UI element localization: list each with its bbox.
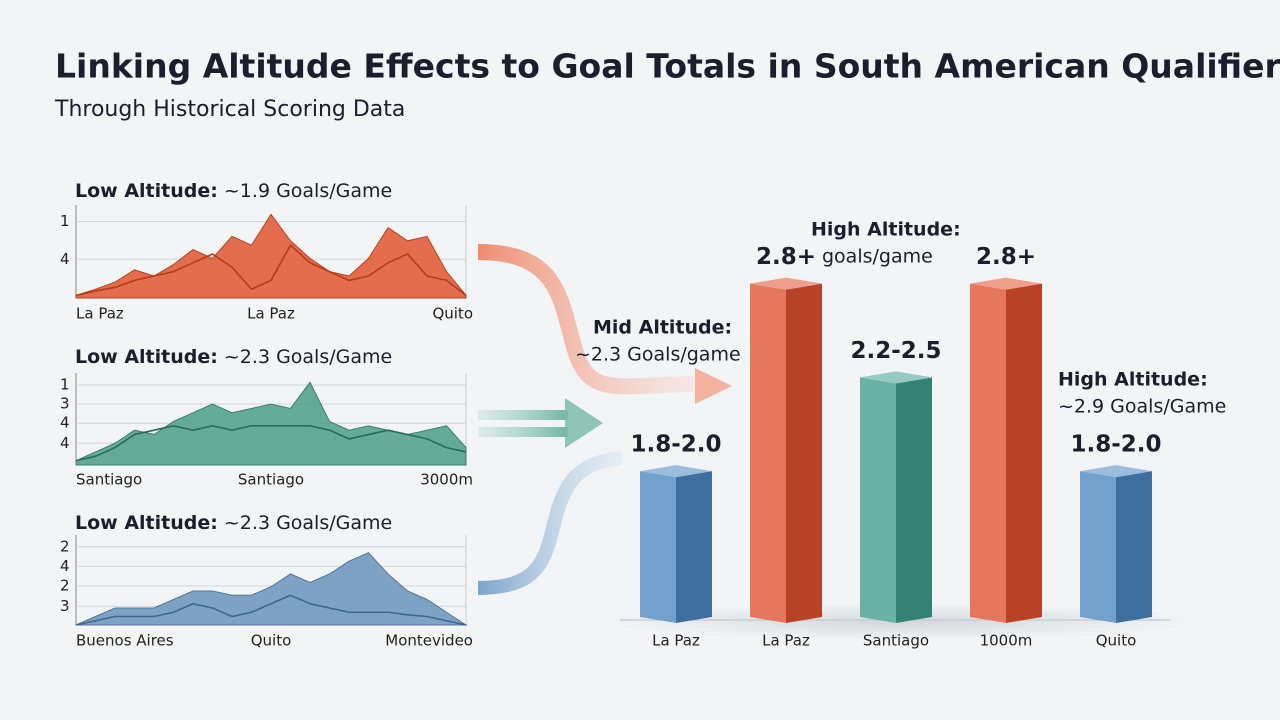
chart-title: Low Altitude: ~2.3 Goals/Game	[75, 346, 392, 368]
subtitle: Through Historical Scoring Data	[54, 97, 405, 122]
annotation-title: Mid Altitude:	[593, 317, 732, 339]
y-tick-label: 4	[60, 557, 70, 575]
value-label: 1.8-2.0	[1070, 432, 1161, 458]
y-tick-label: 4	[60, 250, 70, 268]
bar	[860, 371, 932, 623]
x-tick-label: Quito	[1096, 632, 1137, 650]
bar-left-face	[970, 283, 1006, 623]
x-tick-label: Quito	[251, 632, 292, 650]
bar-top-face	[860, 371, 932, 384]
bar-top-face	[750, 277, 822, 290]
bar-left-face	[640, 471, 676, 623]
x-tick-label: Buenos Aires	[76, 632, 174, 650]
bar-top-face	[640, 465, 712, 478]
chart-title-label: Low Altitude:	[75, 512, 218, 534]
bar-top-face	[970, 277, 1042, 290]
annotation-text: ~2.9 Goals/Game	[1058, 396, 1226, 418]
annotation-title: High Altitude:	[811, 219, 961, 241]
bar	[970, 277, 1042, 623]
x-tick-label: La Paz	[762, 632, 810, 650]
y-tick-label: 2	[60, 537, 70, 555]
bar-right-face	[786, 283, 822, 623]
x-tick-label: Montevideo	[385, 632, 473, 650]
area	[75, 213, 467, 299]
bar-right-face	[896, 377, 932, 623]
y-tick-label: 1	[60, 375, 70, 393]
x-tick-label: Santiago	[863, 632, 929, 650]
flow-arrows	[477, 244, 732, 595]
x-tick-label: 3000m	[420, 471, 473, 489]
value-label: 2.8+	[976, 244, 1036, 270]
chart-title: Low Altitude: ~2.3 Goals/Game	[75, 512, 392, 534]
bar	[640, 465, 712, 623]
value-label: 1.8-2.0	[630, 432, 721, 458]
bar-left-face	[1080, 471, 1116, 623]
y-tick-label: 1	[60, 212, 70, 230]
line	[75, 243, 467, 297]
area	[75, 381, 467, 466]
bar-top-face	[1080, 465, 1152, 478]
bar-left-face	[750, 283, 786, 623]
annotation-title: High Altitude:	[1058, 369, 1208, 391]
area	[75, 552, 468, 626]
bar-left-face	[860, 377, 896, 623]
annotation-text: ~2.3 Goals/game	[575, 344, 741, 366]
line	[75, 425, 467, 462]
x-tick-label: 1000m	[980, 632, 1033, 650]
line	[75, 594, 467, 626]
bar-right-face	[676, 471, 712, 623]
y-tick-label: 3	[60, 597, 70, 615]
title: Linking Altitude Effects to Goal Totals …	[55, 47, 1280, 86]
bar	[750, 277, 822, 623]
y-tick-label: 4	[60, 414, 70, 432]
bar-right-face	[1116, 471, 1152, 623]
bar-right-face	[1006, 283, 1042, 623]
x-tick-label: La Paz	[247, 305, 295, 323]
value-label: 2.2-2.5	[850, 338, 941, 364]
y-tick-label: 4	[60, 434, 70, 452]
x-tick-label: La Paz	[76, 305, 124, 323]
x-tick-label: Santiago	[238, 471, 304, 489]
y-tick-label: 2	[60, 576, 70, 594]
chart-title: Low Altitude: ~1.9 Goals/Game	[75, 180, 392, 202]
x-tick-label: Santiago	[76, 471, 142, 489]
y-tick-label: 3	[60, 395, 70, 413]
chart-title-value: ~1.9 Goals/Game	[224, 180, 392, 202]
chart-title-value: ~2.3 Goals/Game	[224, 346, 392, 368]
bar	[1080, 465, 1152, 623]
chart-title-label: Low Altitude:	[75, 346, 218, 368]
x-tick-label: La Paz	[652, 632, 700, 650]
value-label: 2.8+	[756, 244, 816, 270]
annotation-text: goals/game	[822, 246, 933, 268]
chart-title-label: Low Altitude:	[75, 180, 218, 202]
chart-title-value: ~2.3 Goals/Game	[224, 512, 392, 534]
x-tick-label: Quito	[432, 305, 473, 323]
